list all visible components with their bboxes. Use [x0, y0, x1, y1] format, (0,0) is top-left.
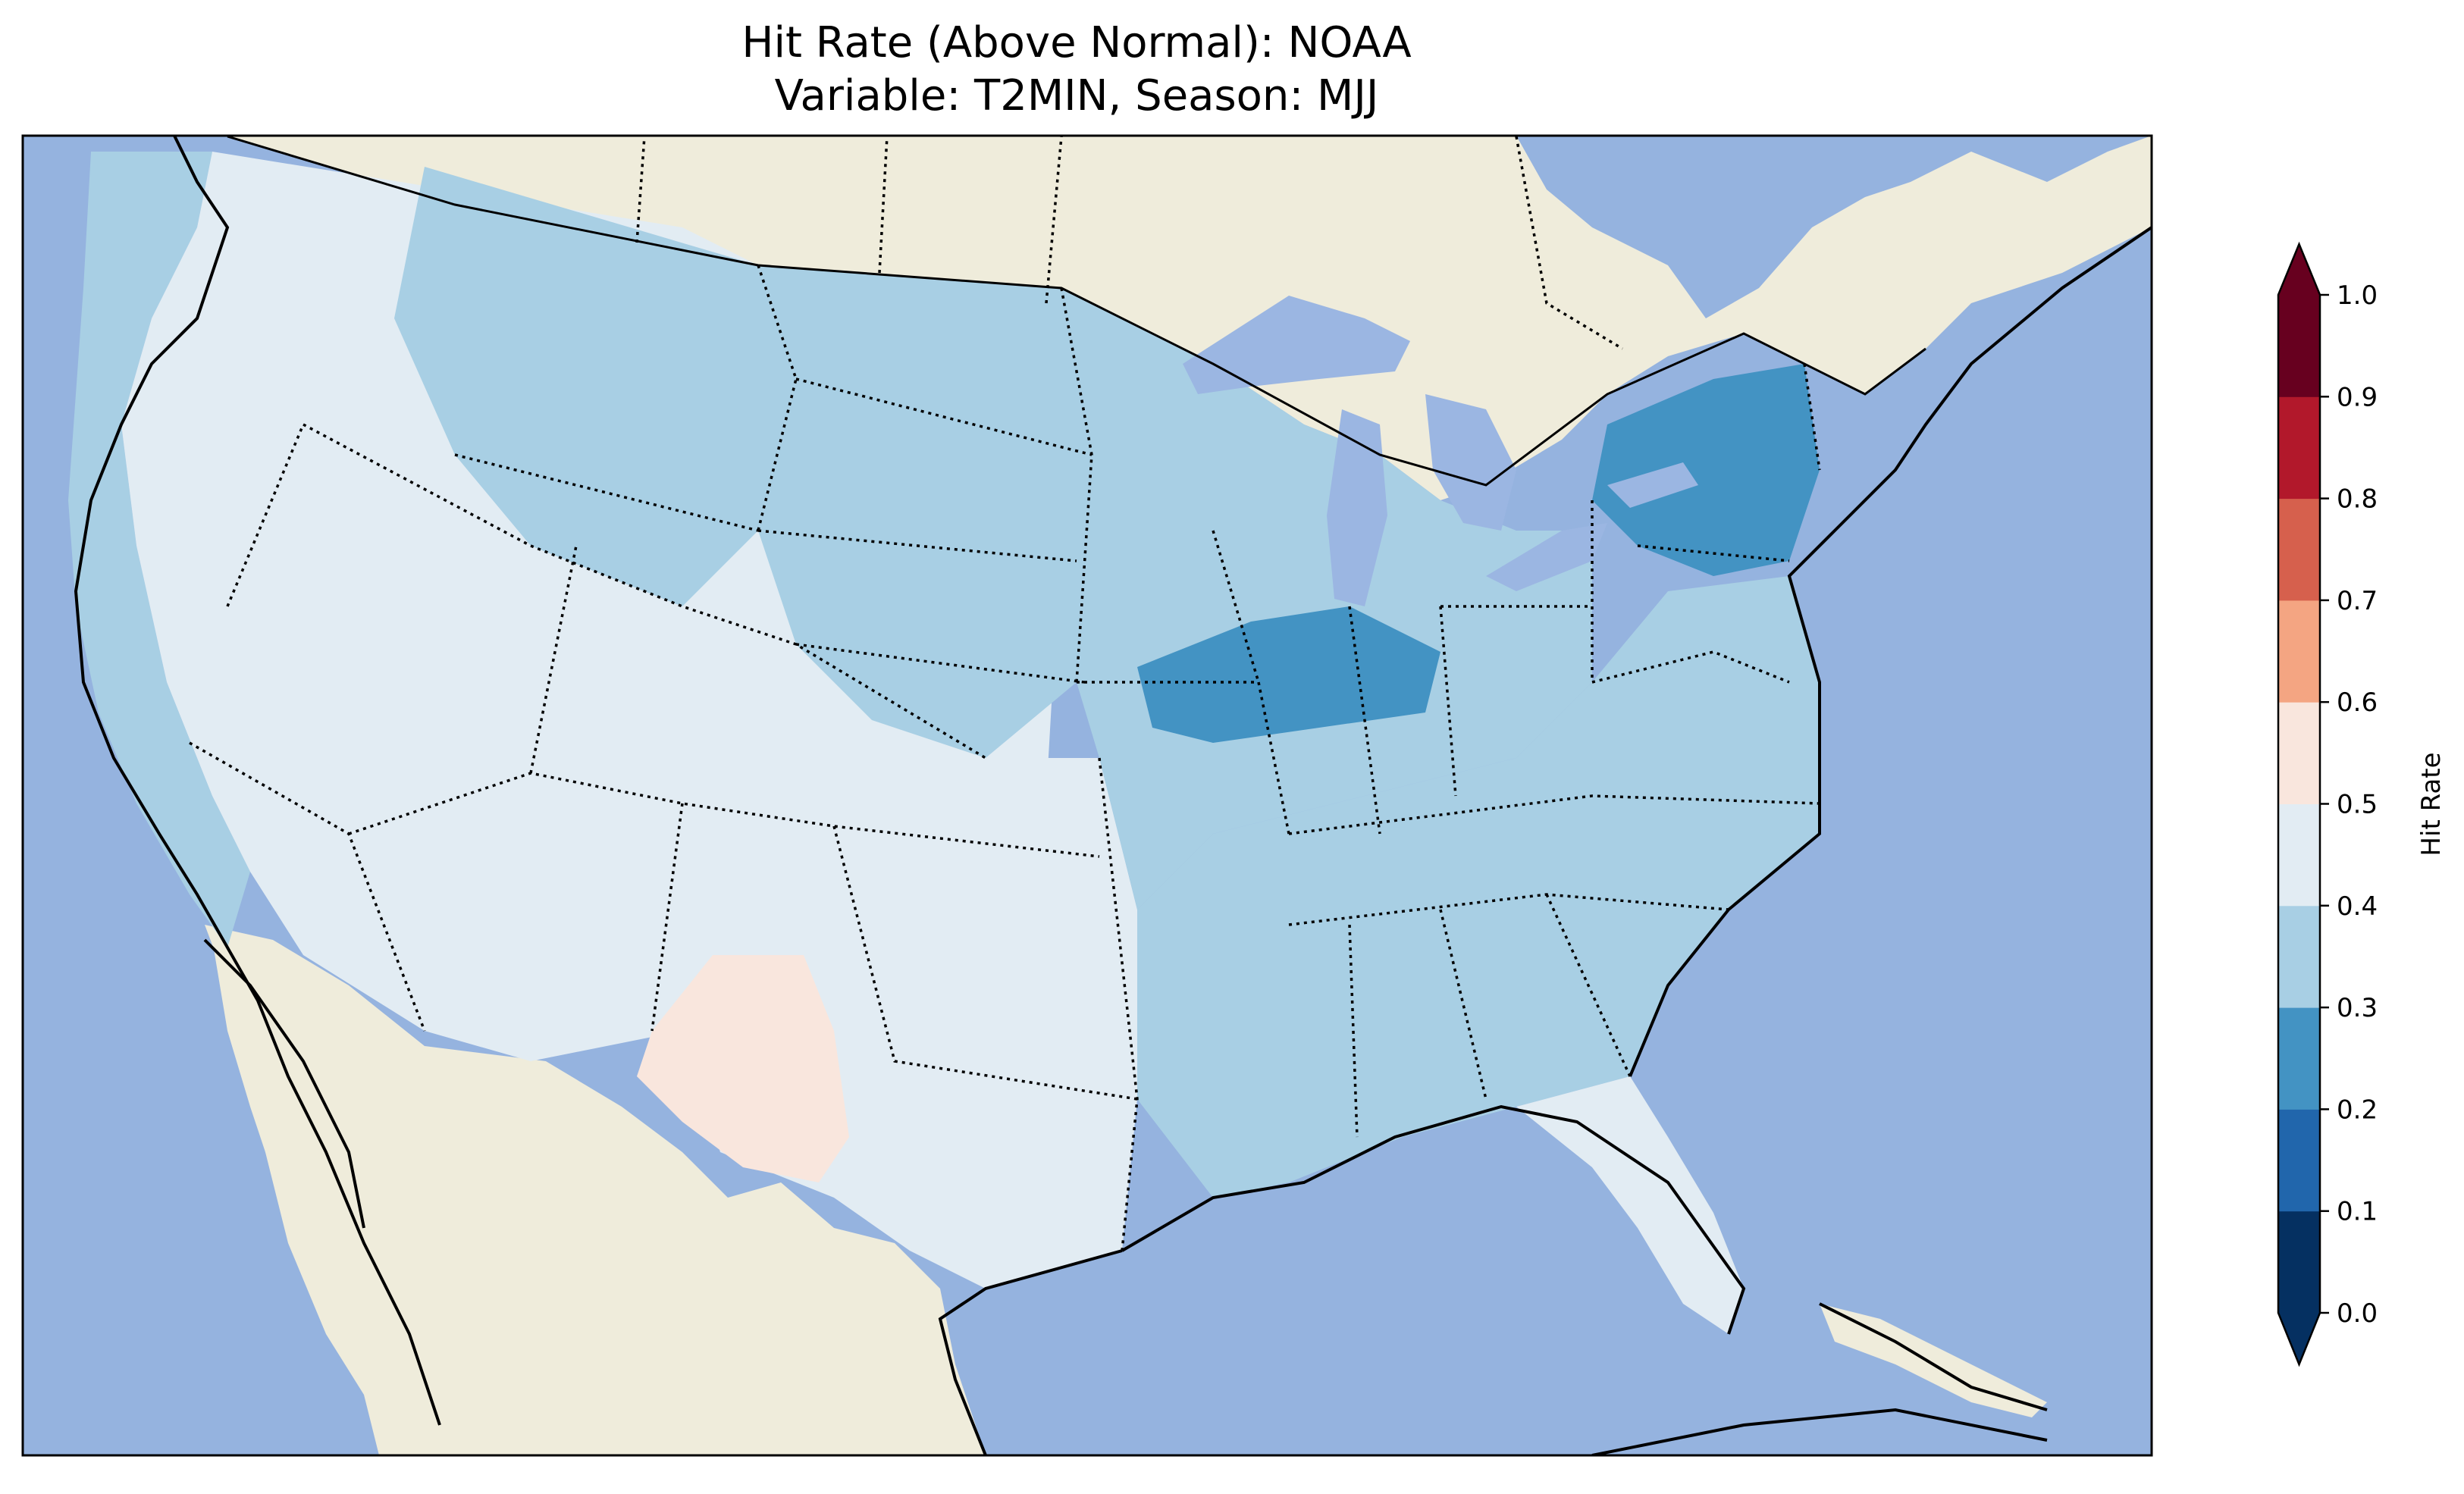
title-line-1: Hit Rate (Above Normal): NOAA: [741, 18, 1412, 67]
hit-rate-regions: [68, 152, 1820, 1334]
state-boundaries: [189, 136, 1821, 1251]
colorbar-tick-label: 0.9: [2337, 382, 2378, 412]
region-illinois-indiana: [1137, 606, 1440, 743]
map-panel: [23, 136, 2152, 1455]
lake-michigan: [1327, 409, 1387, 606]
title-line-2: Variable: T2MIN, Season: MJJ: [774, 71, 1379, 121]
lake-superior: [1183, 296, 1410, 394]
colorbar: 0.0 0.1 0.2 0.3 0.4 0.5 0.6 0.7 0.8 0.9 1.0 Hit Ra…: [2277, 241, 2447, 1367]
lake-erie: [1486, 523, 1607, 591]
region-florida: [1516, 1076, 1744, 1334]
region-west-texas: [637, 955, 849, 1182]
colorbar-tick-label: 0.7: [2337, 586, 2378, 616]
colorbar-bin-9: [2278, 295, 2320, 397]
lake-huron: [1425, 394, 1516, 531]
map-frame: [21, 134, 2153, 1457]
great-lakes: [1183, 296, 1698, 606]
colorbar-label: Hit Rate: [2416, 752, 2447, 856]
colorbar-tick-label: 0.0: [2337, 1298, 2378, 1329]
chart-title: Hit Rate (Above Normal): NOAA Variable: …: [0, 17, 2153, 123]
region-west-coast: [68, 152, 250, 947]
colorbar-bin-5: [2278, 702, 2320, 804]
colorbar-bin-8: [2278, 396, 2320, 500]
region-new-york: [1592, 364, 1820, 576]
colorbar-bin-3: [2278, 905, 2320, 1008]
country-border: [227, 136, 1926, 487]
colorbar-bin-4: [2278, 803, 2320, 907]
colorbar-tick-label: 1.0: [2337, 280, 2378, 311]
coastlines: [74, 136, 2152, 1455]
colorbar-extend-min: [2278, 1313, 2320, 1364]
lake-ontario: [1607, 462, 1698, 508]
colorbar-tick-label: 0.8: [2337, 484, 2378, 515]
region-northern-plains: [758, 265, 1092, 758]
baja-land: [212, 940, 440, 1425]
colorbar-bin-7: [2278, 498, 2320, 601]
colorbar-tick-label: 0.3: [2337, 993, 2378, 1023]
colorbar-bin-1: [2278, 1109, 2320, 1212]
region-northern-rockies: [394, 167, 796, 606]
colorbar-tick-label: 0.5: [2337, 790, 2378, 820]
colorbar-bin-0: [2278, 1211, 2320, 1314]
colorbar-tick-label: 0.4: [2337, 891, 2378, 922]
colorbar-tick-label: 0.1: [2337, 1197, 2378, 1227]
colorbar-bin-2: [2278, 1007, 2320, 1110]
colorbar-extend-max: [2278, 244, 2320, 295]
colorbar-bin-6: [2278, 600, 2320, 703]
colorbar-tick-label: 0.6: [2337, 687, 2378, 718]
region-midwest: [1061, 288, 1592, 910]
colorbar-tick-label: 0.2: [2337, 1095, 2378, 1125]
region-southeast: [1137, 576, 1820, 1198]
